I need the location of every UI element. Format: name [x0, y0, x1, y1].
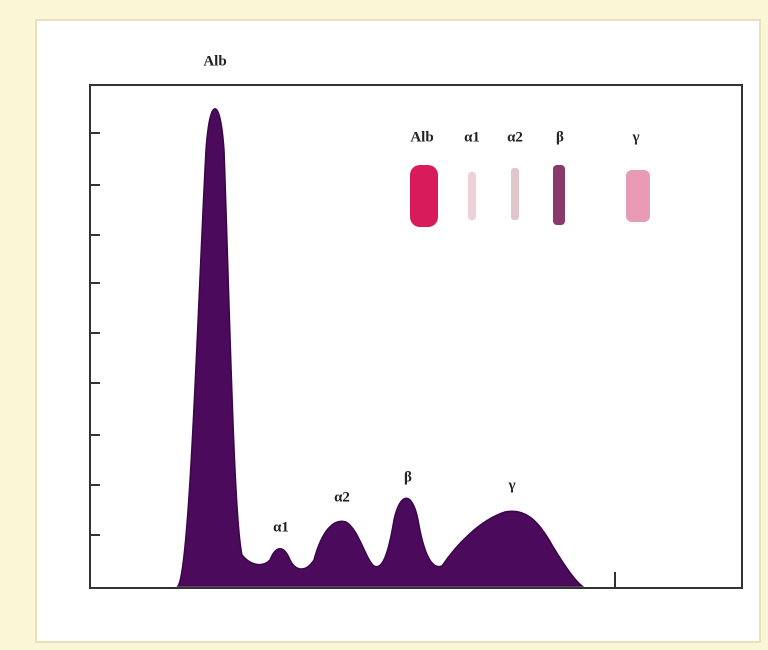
gel-band: [410, 165, 438, 227]
plot-frame: [89, 84, 743, 589]
gel-label: β: [556, 129, 564, 145]
gel-band: [511, 168, 519, 220]
gel-label: α2: [507, 129, 523, 145]
gel-band: [468, 172, 476, 220]
gel-label: γ: [631, 129, 639, 145]
gel-label: Alb: [410, 129, 433, 145]
gel-band: [553, 165, 565, 225]
peak-label: α2: [334, 489, 350, 505]
peak-label: γ: [507, 477, 515, 493]
gel-label: α1: [464, 129, 480, 145]
peak-label: α1: [273, 519, 289, 535]
tick-marks: [90, 132, 616, 588]
gel-band: [626, 170, 650, 222]
densitogram: [176, 108, 585, 587]
peak-label: Alb: [203, 53, 226, 69]
peak-label: β: [404, 469, 412, 485]
